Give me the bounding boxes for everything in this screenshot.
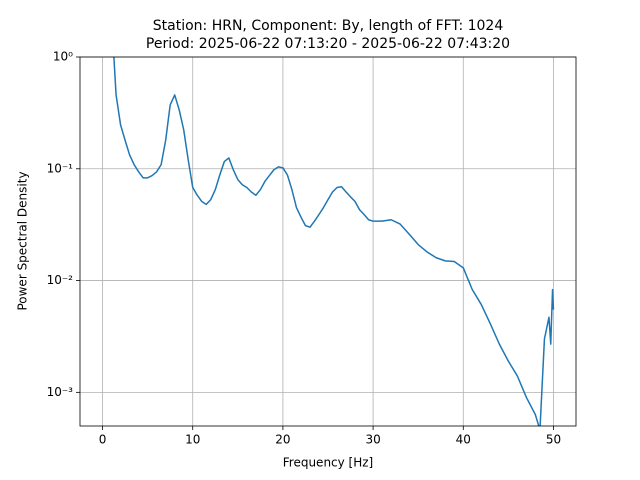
x-tick-label: 30 [365, 433, 380, 447]
y-axis-label: Power Spectral Density [16, 171, 30, 310]
x-tick-label: 40 [456, 433, 471, 447]
plot-area [113, 57, 555, 426]
x-axis-label: Frequency [Hz] [283, 456, 374, 470]
x-tick-label: 50 [546, 433, 561, 447]
x-tick-label: 0 [99, 433, 107, 447]
x-tick-label: 20 [275, 433, 290, 447]
chart-title: Station: HRN, Component: By, length of F… [153, 18, 504, 34]
y-tick-label: 10⁰ [53, 50, 73, 64]
y-tick-label: 10⁻³ [47, 385, 74, 399]
y-tick-label: 10⁻² [47, 273, 74, 287]
data-line [113, 57, 555, 426]
plot-frame [79, 56, 577, 427]
x-tick-label: 10 [185, 433, 200, 447]
chart-subtitle: Period: 2025-06-22 07:13:20 - 2025-06-22… [146, 36, 510, 52]
y-tick-label: 10⁻¹ [47, 161, 74, 175]
